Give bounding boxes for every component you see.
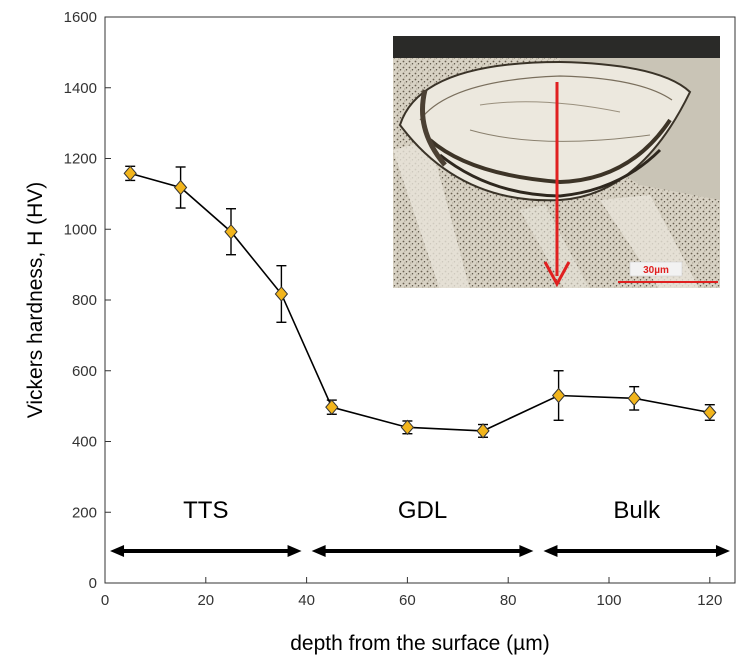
y-tick-label: 200 bbox=[72, 504, 97, 521]
data-point bbox=[400, 419, 415, 436]
scale-bar: 30µm bbox=[618, 261, 718, 283]
data-point bbox=[551, 387, 566, 404]
y-tick-label: 1200 bbox=[64, 151, 97, 168]
series-hardness bbox=[123, 165, 717, 439]
inset-micrograph: 30µm bbox=[393, 36, 720, 288]
region-arrow-head-right bbox=[519, 545, 534, 557]
depth-arrow bbox=[543, 82, 571, 288]
data-point bbox=[627, 390, 641, 407]
y-tick-label: 1400 bbox=[64, 80, 97, 97]
y-tick-label: 800 bbox=[72, 292, 97, 309]
region-label-tts: TTS bbox=[183, 497, 228, 524]
y-tick-label: 1000 bbox=[64, 221, 97, 238]
x-axis-title: depth from the surface (µm) bbox=[290, 632, 550, 655]
region-arrow-head-right bbox=[715, 545, 730, 557]
series-line bbox=[129, 172, 710, 432]
y-axis-title: Vickers hardness, H (HV) bbox=[24, 182, 47, 419]
x-tick-label: 40 bbox=[298, 592, 315, 609]
x-tick-label: 80 bbox=[500, 592, 517, 609]
y-tick-label: 1600 bbox=[64, 9, 97, 26]
x-tick-label: 120 bbox=[697, 592, 722, 609]
data-point bbox=[173, 179, 188, 196]
region-arrow-head-right bbox=[287, 545, 302, 557]
axis-ticks: 0 20 40 60 80 100 1200200400600800100012001400… bbox=[64, 9, 723, 609]
scale-bar-label: 30µm bbox=[643, 265, 669, 276]
region-arrow-head-left bbox=[110, 545, 125, 557]
region-arrow-head-left bbox=[311, 545, 326, 557]
y-tick-label: 600 bbox=[72, 363, 97, 380]
y-tick-label: 400 bbox=[72, 434, 97, 451]
data-point bbox=[325, 399, 339, 415]
region-label-bulk: Bulk bbox=[613, 497, 661, 524]
data-point bbox=[123, 165, 137, 182]
x-tick-label: 100 bbox=[596, 592, 621, 609]
x-tick-label: 60 bbox=[399, 592, 416, 609]
region-annotations: TTS GDL Bulk bbox=[110, 497, 730, 557]
data-point bbox=[224, 223, 238, 240]
x-tick-label: 0 bbox=[101, 592, 109, 609]
data-point bbox=[274, 286, 289, 302]
data-point bbox=[703, 404, 717, 421]
y-tick-label: 0 bbox=[89, 575, 97, 592]
x-tick-label: 20 bbox=[197, 592, 214, 609]
region-arrow-head-left bbox=[543, 545, 558, 557]
region-label-gdl: GDL bbox=[398, 497, 447, 524]
data-point bbox=[476, 423, 490, 439]
